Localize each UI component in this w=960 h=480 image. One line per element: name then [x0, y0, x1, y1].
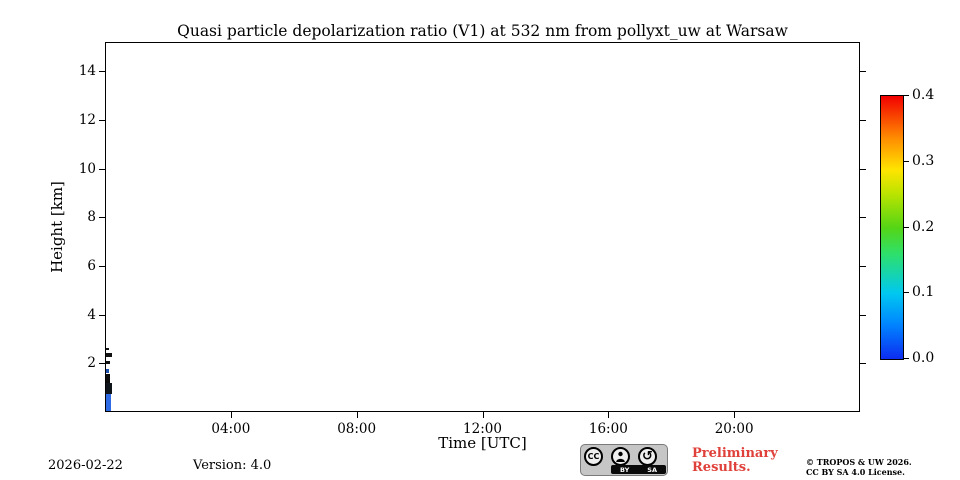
colorbar-tick-label: 0.3	[912, 152, 935, 169]
data-profile-segment	[106, 393, 111, 411]
preliminary-line2: Results.	[692, 460, 751, 475]
y-tick-mark-right	[860, 363, 866, 365]
colorbar-tick-mark	[904, 95, 909, 96]
badge-by-label: BY	[619, 465, 630, 474]
attribution-person-icon	[611, 447, 630, 466]
y-tick-mark	[99, 314, 105, 316]
colorbar-tick-label: 0.2	[912, 218, 935, 235]
y-tick-mark	[99, 217, 105, 219]
y-tick-mark-right	[860, 168, 866, 170]
copyright-line2: CC BY SA 4.0 License.	[806, 466, 905, 477]
colorbar	[880, 95, 904, 360]
x-tick-mark	[608, 412, 610, 418]
y-tick-mark-right	[860, 265, 866, 267]
y-tick-mark-right	[860, 119, 866, 121]
y-tick-label: 6	[87, 257, 96, 274]
y-tick-mark	[99, 168, 105, 170]
data-profile-segment	[106, 373, 110, 384]
x-tick-mark	[230, 412, 232, 418]
version-label: Version: 4.0	[193, 458, 272, 473]
x-tick-label: 12:00	[463, 421, 502, 437]
date-label: 2026-02-22	[48, 458, 123, 473]
y-tick-label: 12	[78, 111, 96, 128]
x-tick-label: 20:00	[714, 421, 754, 437]
data-profile-segment	[106, 353, 112, 357]
colorbar-tick-label: 0.1	[912, 284, 935, 301]
chart-title: Quasi particle depolarization ratio (V1)…	[177, 22, 788, 40]
colorbar-tick-mark	[904, 292, 909, 294]
y-tick-label: 4	[87, 306, 96, 323]
y-tick-label: 14	[78, 63, 96, 80]
x-tick-mark	[356, 412, 358, 418]
preliminary-results-label: Preliminary Results.	[692, 447, 778, 475]
y-tick-mark-right	[860, 71, 866, 73]
x-tick-mark	[734, 412, 736, 418]
x-tick-label: 04:00	[211, 421, 251, 437]
preliminary-line1: Preliminary	[692, 446, 778, 461]
colorbar-tick-label: 0.0	[912, 350, 935, 366]
y-tick-mark	[99, 265, 105, 267]
y-tick-label: 2	[87, 355, 96, 372]
y-tick-label: 10	[78, 160, 96, 177]
y-tick-mark	[99, 119, 105, 121]
y-tick-mark-right	[860, 314, 866, 316]
colorbar-tick-label: 0.4	[912, 87, 935, 103]
data-profile-segment	[106, 383, 112, 394]
x-axis-label: Time [UTC]	[438, 434, 527, 452]
y-tick-mark	[99, 363, 105, 365]
y-tick-mark	[99, 71, 105, 73]
data-profile-segment	[106, 348, 109, 351]
colorbar-tick-mark	[904, 226, 909, 228]
x-tick-label: 08:00	[337, 421, 377, 437]
cc-license-badge: CC ↺ BY SA	[580, 444, 668, 476]
x-tick-label: 16:00	[588, 421, 628, 437]
colorbar-tick-mark	[904, 358, 909, 359]
badge-band: BY SA	[611, 465, 666, 474]
badge-icons: CC ↺	[584, 447, 657, 466]
data-profile-segment	[106, 369, 109, 374]
cc-icon: CC	[584, 447, 603, 466]
colorbar-tick-mark	[904, 160, 909, 162]
y-tick-mark-right	[860, 217, 866, 219]
copyright-label: © TROPOS & UW 2026. CC BY SA 4.0 License…	[806, 457, 912, 477]
data-profile-segment	[106, 360, 110, 364]
y-tick-label: 8	[87, 209, 96, 226]
badge-sa-label: SA	[647, 465, 657, 474]
plot-area	[105, 42, 860, 412]
copyright-line1: © TROPOS & UW 2026.	[806, 457, 912, 467]
share-alike-icon: ↺	[638, 447, 657, 466]
x-tick-mark	[482, 412, 484, 418]
